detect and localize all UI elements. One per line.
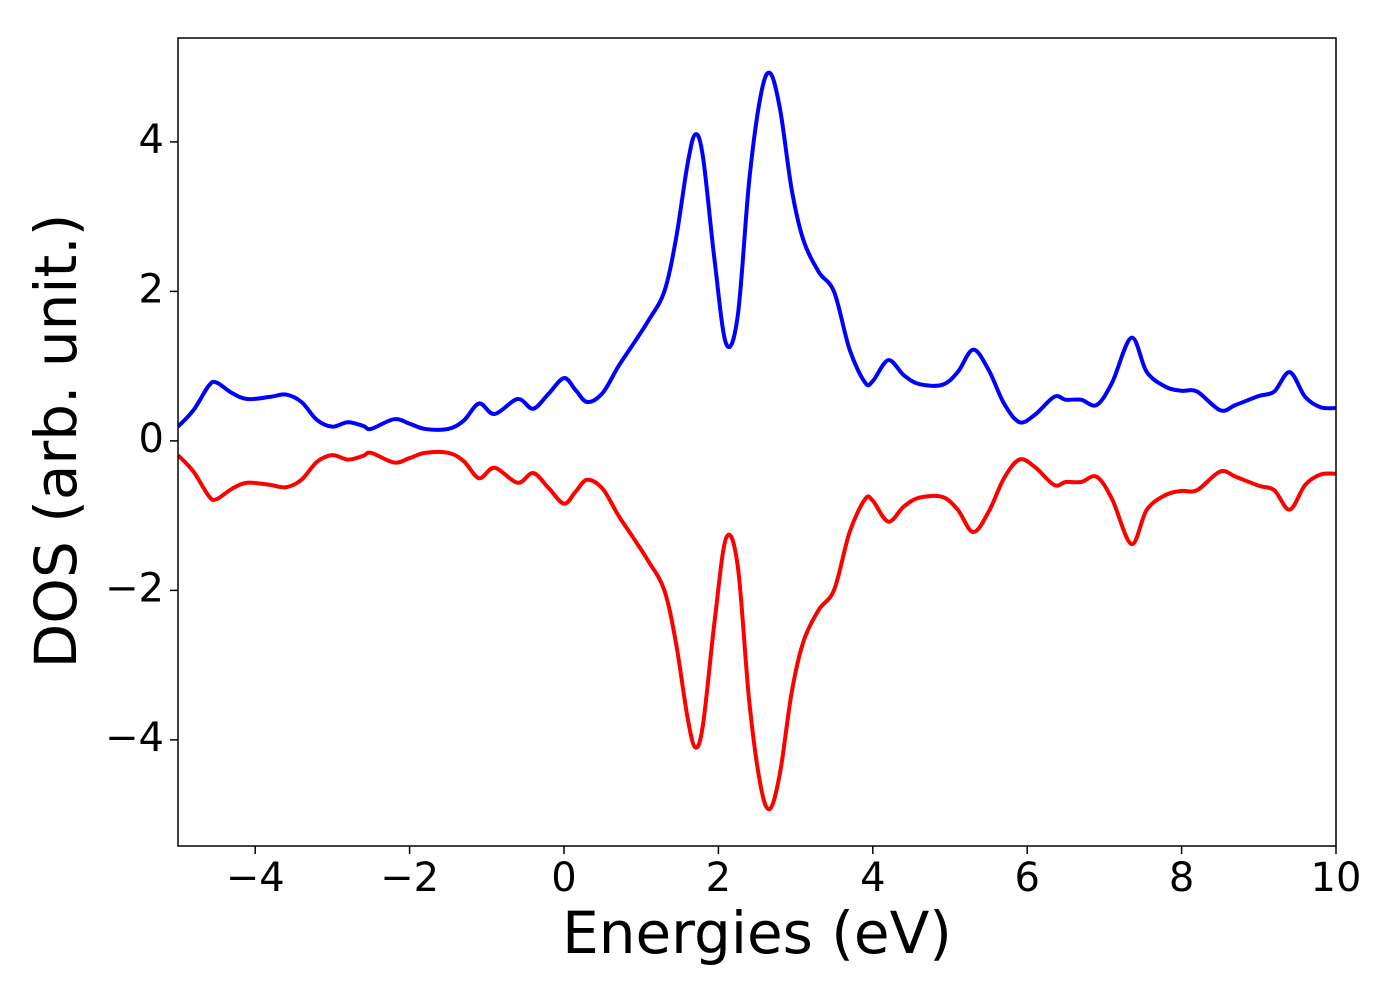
y-axis-label: DOS (arb. unit.) xyxy=(22,214,90,669)
y-tick-label: −4 xyxy=(105,715,164,761)
line-series xyxy=(178,70,1336,432)
y-tick-label: 0 xyxy=(139,416,164,462)
x-tick-label: 10 xyxy=(1311,855,1362,901)
x-tick-label: 8 xyxy=(1169,855,1194,901)
x-tick-label: 6 xyxy=(1014,855,1039,901)
x-tick-label: −4 xyxy=(226,855,285,901)
y-tick-label: 4 xyxy=(139,117,164,163)
line-series xyxy=(178,449,1336,812)
y-tick-label: 2 xyxy=(139,266,164,312)
x-tick-label: 0 xyxy=(551,855,576,901)
x-tick-label: −2 xyxy=(380,855,439,901)
x-tick-label: 2 xyxy=(706,855,731,901)
x-axis-label: Energies (eV) xyxy=(562,899,952,967)
y-tick-label: −2 xyxy=(105,565,164,611)
x-tick-label: 4 xyxy=(860,855,885,901)
plot-frame xyxy=(177,37,1337,847)
